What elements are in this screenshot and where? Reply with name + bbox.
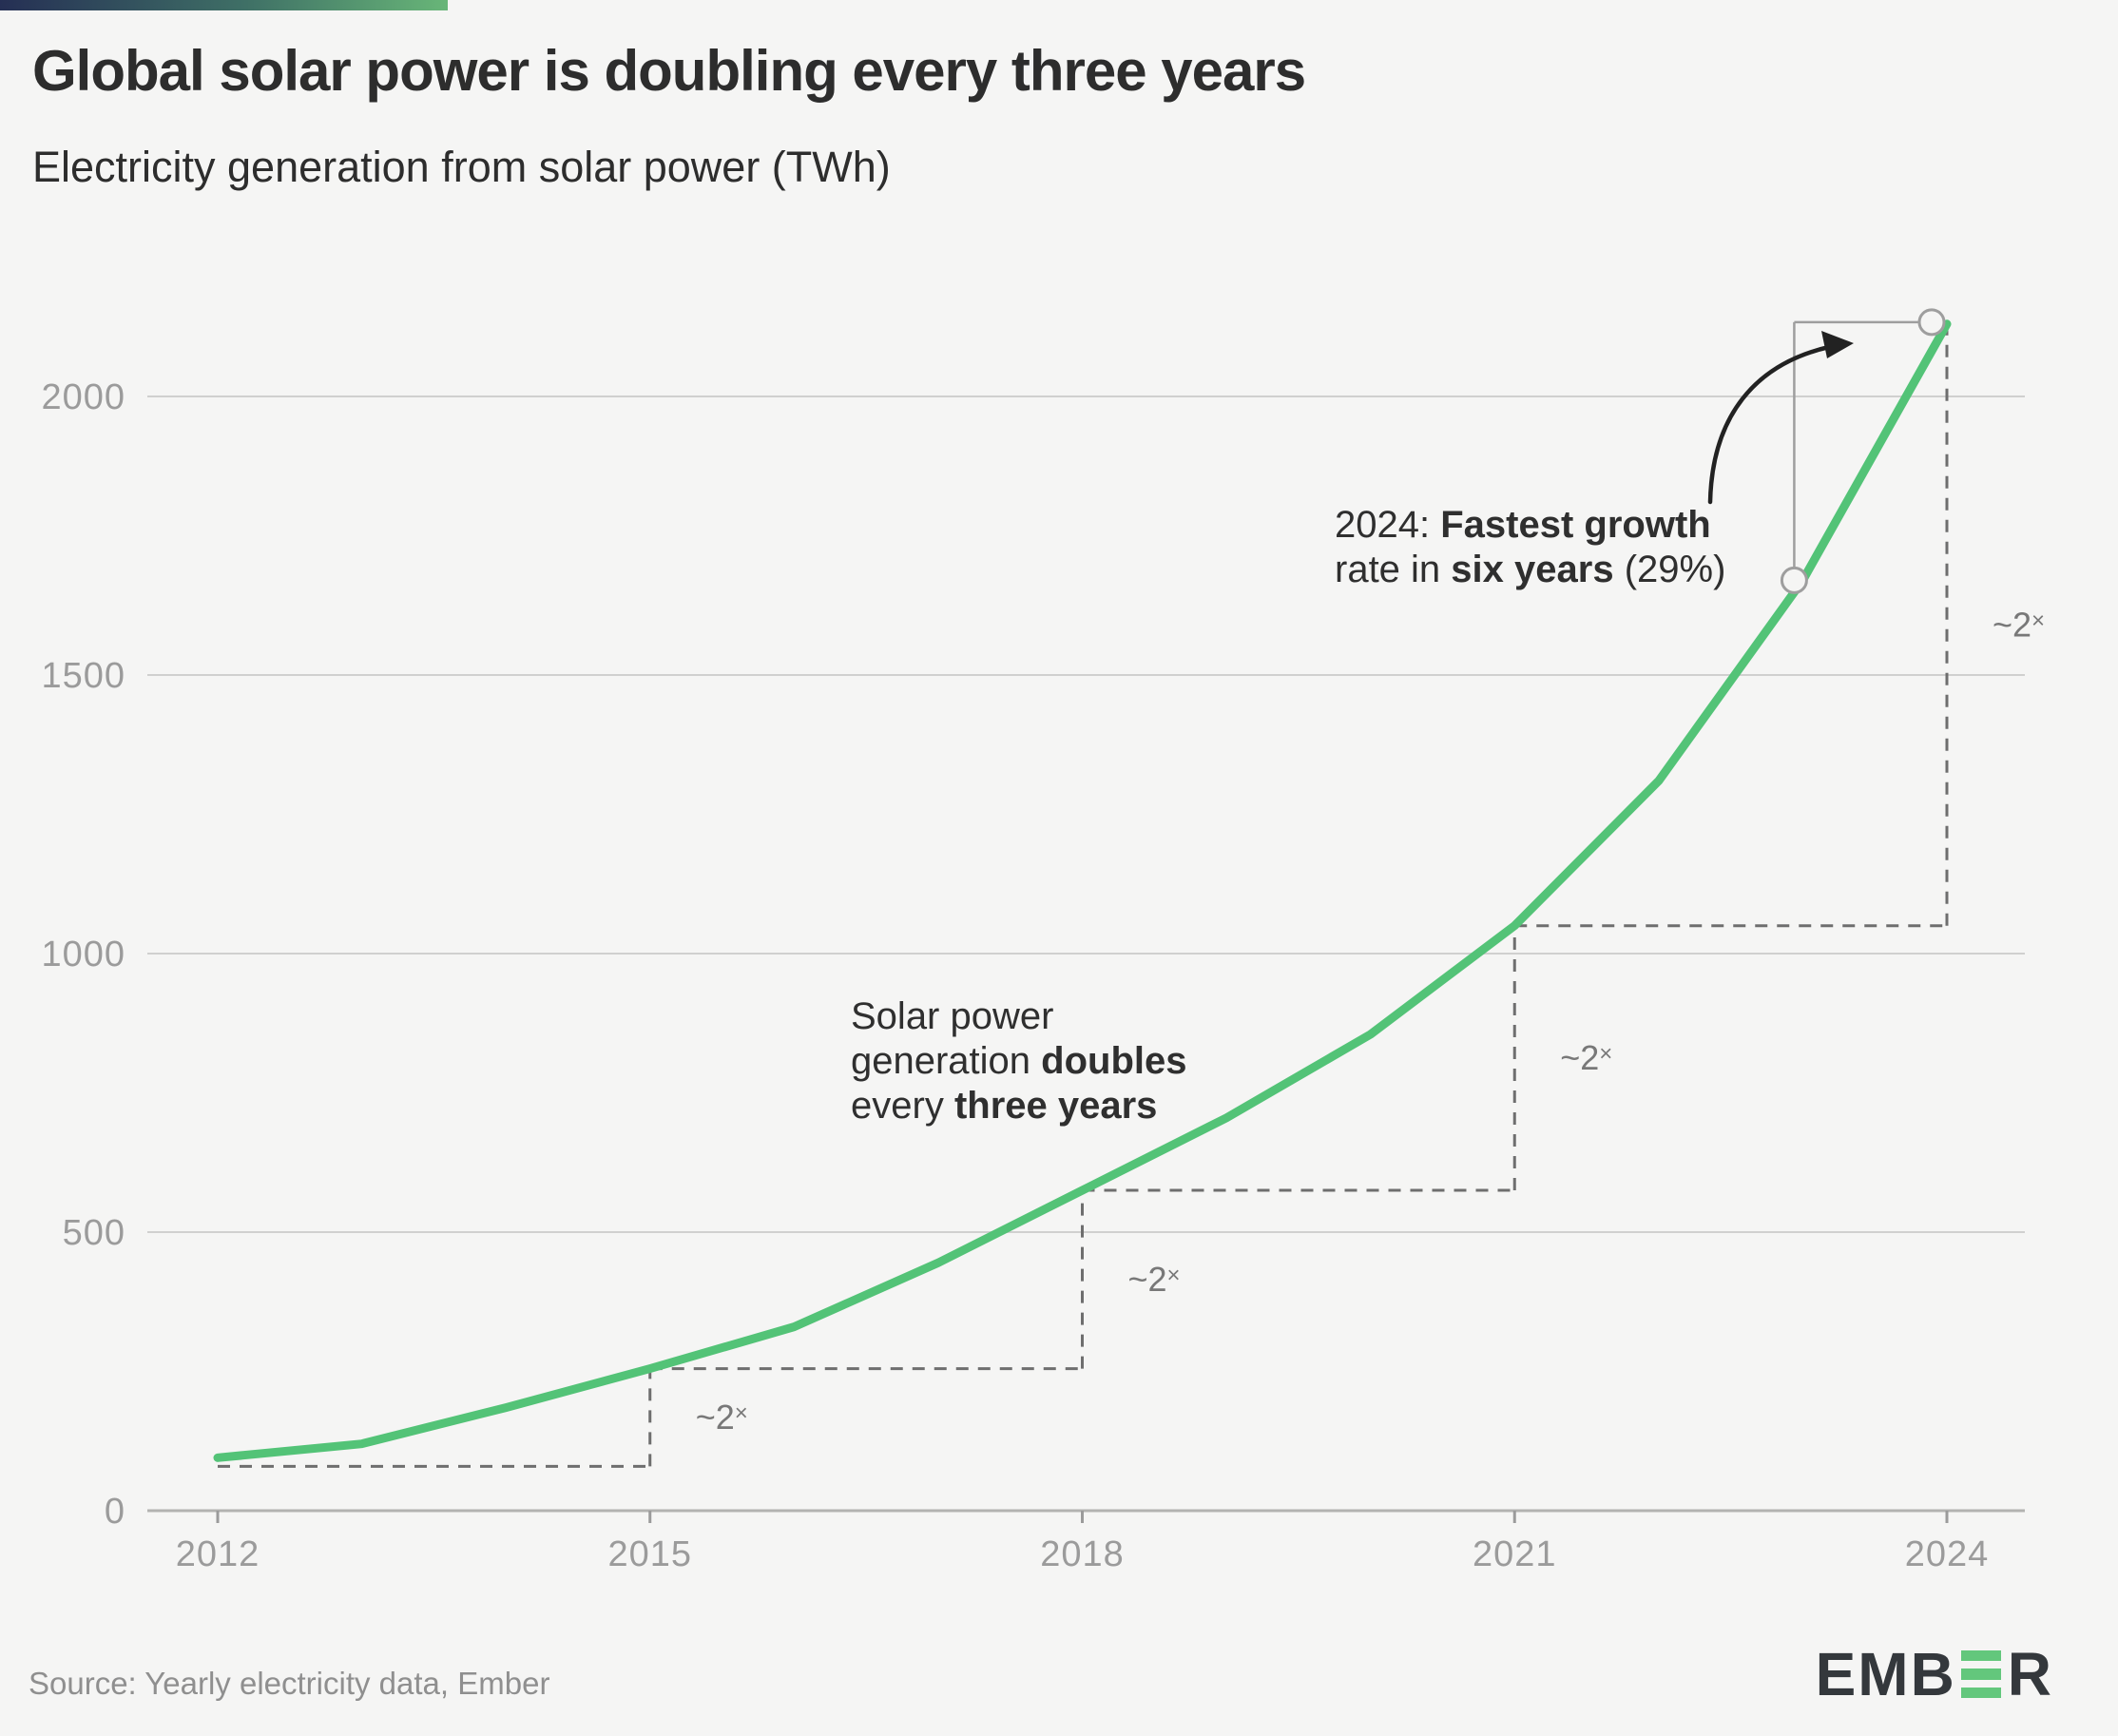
y-tick-label-1500: 1500 [41,656,125,696]
x-tick-label-2018: 2018 [1040,1534,1125,1574]
ember-logo-green-e-icon [1960,1650,2001,1698]
x-tick-label-2024: 2024 [1905,1534,1990,1574]
annotation-text-segment: doubles [1041,1040,1187,1083]
doubling-factor-label-2024: ~2× [1993,605,2045,644]
solar-generation-line [213,319,1952,1462]
y-tick-label-1000: 1000 [41,935,125,974]
annotation-text-segment: Fastest growth [1440,504,1711,546]
callout-2024-text: 2024: Fastest growth rate in six years (2… [1335,503,1725,592]
annotation-text-segment: generation [851,1040,1042,1083]
annotation-text-segment: three years [953,1085,1158,1128]
annotation-text-segment: six years [1451,549,1614,591]
doubling-note-text: Solar power generation doubles every three… [851,994,1187,1129]
doubling-factor-label-2021: ~2× [1560,1038,1612,1077]
doubling-factor-label-2015: ~2× [696,1398,748,1437]
source-caption: Source: Yearly electricity data, Ember [29,1666,550,1701]
x-tick-label-2021: 2021 [1473,1534,1557,1574]
y-tick-label-500: 500 [63,1213,125,1253]
bracket-end-point-marker [1917,308,1946,337]
annotation-text-segment: 2024: [1335,504,1441,546]
annotation-text-segment: every [851,1085,954,1128]
ember-logo-pre: EMB [1815,1640,1956,1708]
x-tick-label-2012: 2012 [176,1534,260,1574]
bracket-start-point-marker [1780,566,1808,594]
callout-arrow [1707,344,1832,505]
page-title: Global solar power is doubling every thr… [32,39,1306,103]
y-tick-label-2000: 2000 [41,377,125,417]
annotation-text-segment: (29%) [1613,549,1726,591]
ember-logo-post: R [2007,1640,2053,1708]
annotation-text-segment: Solar power [851,995,1054,1037]
callout-arrow-head-icon [1821,331,1854,358]
y-tick-label-0: 0 [105,1492,125,1532]
ember-logo: EMB R [1816,1639,2053,1709]
x-tick-label-2015: 2015 [607,1534,692,1574]
annotation-text-segment: rate in [1335,549,1452,591]
brand-accent-bar [0,0,448,10]
page-subtitle: Electricity generation from solar power … [32,143,891,191]
doubling-factor-label-2018: ~2× [1127,1260,1180,1299]
